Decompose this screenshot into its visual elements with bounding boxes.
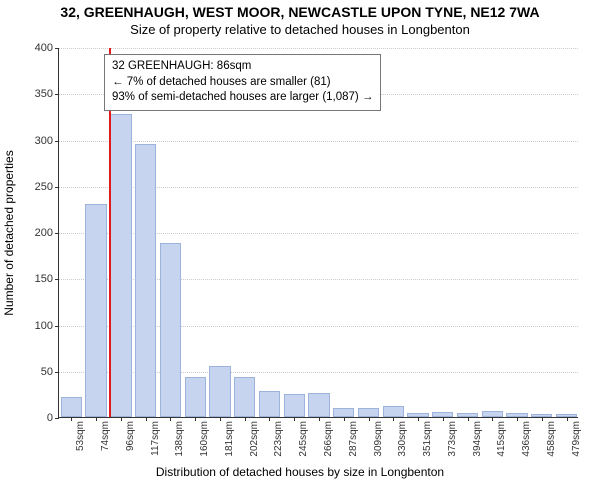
xtick-mark bbox=[468, 417, 469, 421]
xtick-mark bbox=[195, 417, 196, 421]
xtick-label: 266sqm bbox=[323, 421, 334, 457]
ytick-label: 350 bbox=[35, 88, 59, 100]
xtick-label: 287sqm bbox=[348, 421, 359, 457]
bar bbox=[259, 391, 280, 417]
xtick-label: 138sqm bbox=[174, 421, 185, 457]
xtick-mark bbox=[319, 417, 320, 421]
xtick-mark bbox=[96, 417, 97, 421]
ytick-label: 400 bbox=[35, 42, 59, 54]
bar bbox=[234, 377, 255, 417]
xtick-label: 245sqm bbox=[298, 421, 309, 457]
xtick-mark bbox=[344, 417, 345, 421]
bar bbox=[209, 366, 230, 417]
annotation-box: 32 GREENHAUGH: 86sqm← 7% of detached hou… bbox=[104, 54, 381, 111]
annotation-line: 93% of semi-detached houses are larger (… bbox=[112, 90, 373, 106]
ytick-label: 0 bbox=[47, 412, 59, 424]
xtick-label: 53sqm bbox=[75, 421, 86, 451]
bar bbox=[110, 114, 131, 417]
xtick-mark bbox=[71, 417, 72, 421]
xtick-mark bbox=[121, 417, 122, 421]
xtick-mark bbox=[393, 417, 394, 421]
ytick-label: 200 bbox=[35, 227, 59, 239]
ytick-label: 50 bbox=[41, 366, 59, 378]
page-title: 32, GREENHAUGH, WEST MOOR, NEWCASTLE UPO… bbox=[0, 4, 600, 20]
bar bbox=[284, 394, 305, 417]
xtick-label: 351sqm bbox=[422, 421, 433, 457]
xtick-mark bbox=[269, 417, 270, 421]
x-axis-label: Distribution of detached houses by size … bbox=[0, 465, 600, 479]
ytick-label: 150 bbox=[35, 273, 59, 285]
bar bbox=[160, 243, 181, 417]
xtick-mark bbox=[170, 417, 171, 421]
xtick-label: 394sqm bbox=[472, 421, 483, 457]
xtick-label: 160sqm bbox=[199, 421, 210, 457]
bar bbox=[333, 408, 354, 417]
xtick-label: 415sqm bbox=[496, 421, 507, 457]
xtick-label: 117sqm bbox=[150, 421, 161, 456]
ytick-label: 250 bbox=[35, 181, 59, 193]
xtick-label: 74sqm bbox=[100, 421, 111, 451]
chart-plot-area: 050100150200250300350400 32 GREENHAUGH: … bbox=[58, 48, 578, 418]
bar bbox=[185, 377, 206, 417]
bar bbox=[358, 408, 379, 417]
xtick-mark bbox=[492, 417, 493, 421]
xtick-label: 202sqm bbox=[249, 421, 260, 457]
xtick-label: 181sqm bbox=[224, 421, 235, 457]
annotation-line: 32 GREENHAUGH: 86sqm bbox=[112, 59, 373, 75]
xtick-mark bbox=[542, 417, 543, 421]
ytick-label: 300 bbox=[35, 135, 59, 147]
xtick-label: 96sqm bbox=[125, 421, 136, 451]
xtick-mark bbox=[146, 417, 147, 421]
bar bbox=[135, 144, 156, 417]
y-axis-label: Number of detached properties bbox=[2, 48, 20, 418]
xtick-label: 373sqm bbox=[447, 421, 458, 457]
bar bbox=[383, 406, 404, 417]
xtick-mark bbox=[443, 417, 444, 421]
xtick-label: 436sqm bbox=[521, 421, 532, 457]
xtick-mark bbox=[294, 417, 295, 421]
xtick-mark bbox=[517, 417, 518, 421]
xtick-label: 309sqm bbox=[373, 421, 384, 457]
xtick-label: 458sqm bbox=[546, 421, 557, 457]
ytick-label: 100 bbox=[35, 320, 59, 332]
bar bbox=[308, 393, 329, 417]
xtick-label: 330sqm bbox=[397, 421, 408, 457]
annotation-line: ← 7% of detached houses are smaller (81) bbox=[112, 75, 373, 91]
xtick-mark bbox=[220, 417, 221, 421]
xtick-mark bbox=[245, 417, 246, 421]
xtick-mark bbox=[418, 417, 419, 421]
xtick-label: 479sqm bbox=[571, 421, 582, 457]
xtick-mark bbox=[369, 417, 370, 421]
bar bbox=[61, 397, 82, 417]
bar bbox=[85, 204, 106, 417]
xtick-label: 223sqm bbox=[273, 421, 284, 457]
xtick-mark bbox=[567, 417, 568, 421]
page-subtitle: Size of property relative to detached ho… bbox=[0, 22, 600, 37]
